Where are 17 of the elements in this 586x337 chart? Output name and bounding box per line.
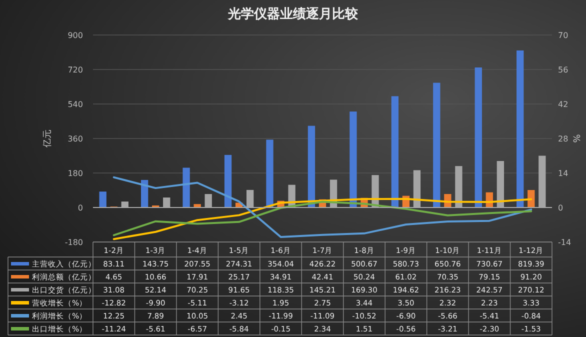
- y2-tick-label: 42: [558, 100, 568, 109]
- y2-tick-label: 70: [558, 31, 568, 40]
- y-tick-label: 0: [78, 204, 83, 212]
- y-tick-label: 180: [68, 169, 83, 178]
- y2-tick-label: 56: [558, 66, 568, 74]
- chart-title: 光学仪器业绩逐月比较: [227, 6, 359, 22]
- y2-axis-title: %: [573, 134, 583, 143]
- y2-tick-label: 14: [558, 169, 568, 178]
- y-tick-label: 360: [68, 134, 83, 144]
- y-tick-label: 540: [68, 100, 83, 109]
- y2-tick-label: 28: [558, 134, 568, 144]
- y-tick-label: 720: [68, 66, 83, 74]
- y-tick-label: 900: [68, 31, 83, 40]
- y2-tick-label: 0: [558, 204, 564, 212]
- y-tick-label: -180: [64, 238, 83, 247]
- y2-tick-label: -14: [558, 238, 572, 247]
- y-axis-title: 亿元: [42, 130, 53, 148]
